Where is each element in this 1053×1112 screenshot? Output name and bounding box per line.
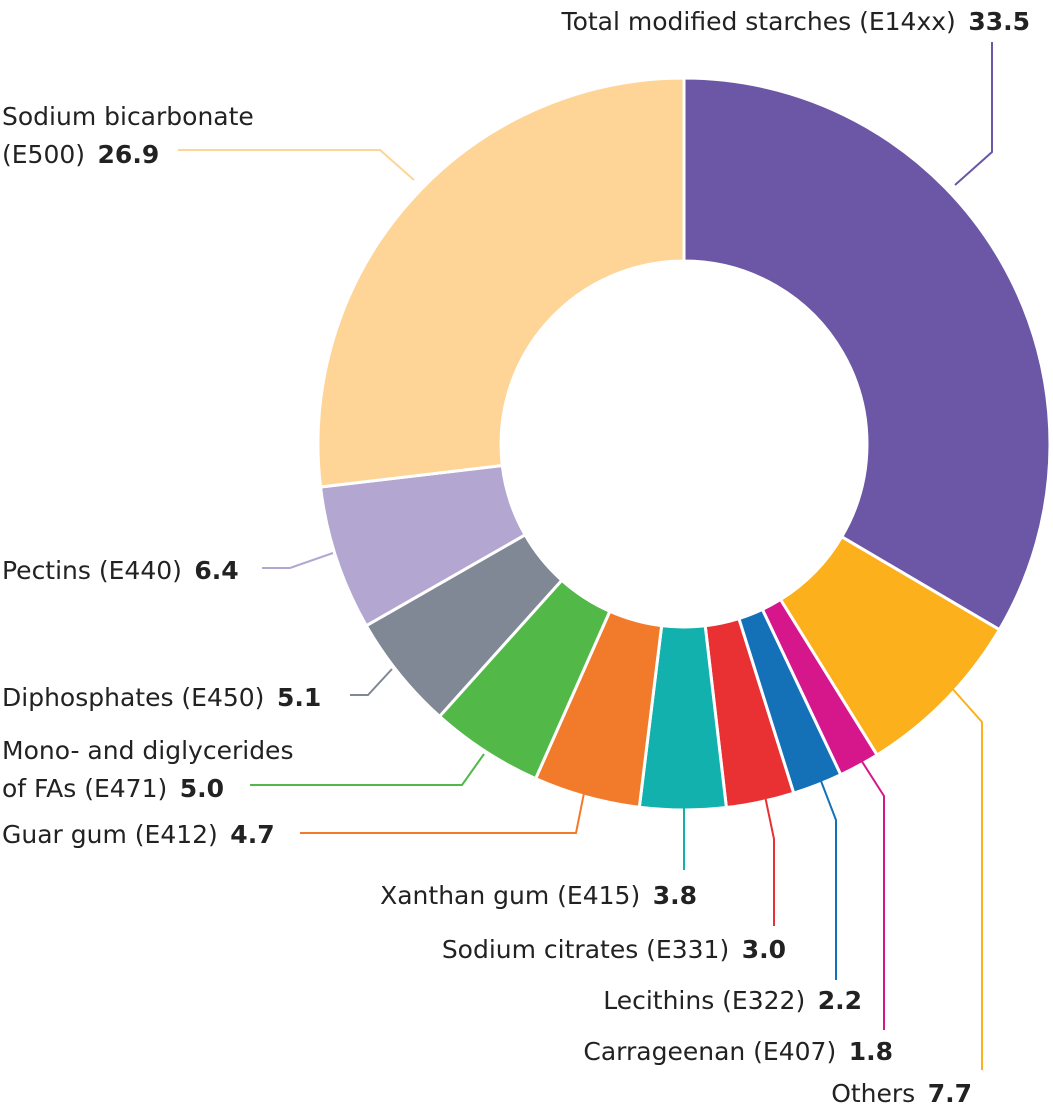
slice-label-mono-and-diglycerides-of-fas-e471-line-2: of FAs (E471) 5.0 [2,774,224,803]
leader-line-diphosphates-e450 [350,668,393,696]
leader-line-carrageenan-e407 [860,759,885,1030]
leader-line-others [949,685,983,1070]
slice-value: 3.0 [729,935,786,964]
leader-line-sodium-bicarbonate-e500 [178,149,415,181]
slice-name: Pectins (E440) [2,556,182,585]
leader-line-mono-and-diglycerides-of-fas-e471 [250,753,485,786]
slice-name: Carrageenan (E407) [583,1037,836,1066]
slice-label-mono-and-diglycerides-of-fas-e471-line-1: Mono- and diglycerides [2,736,293,765]
slice-name: Sodium bicarbonate [2,102,254,131]
slice-label-others: Others 7.7 [831,1079,972,1108]
leader-line-guar-gum-e412 [300,792,585,834]
labels: Total modified starches (E14xx) 33.5 Othe… [2,7,1030,1108]
leader-line-pectins-e440 [262,552,334,569]
slice-label-total-modified-starches-e14xx: Total modified starches (E14xx) 33.5 [561,7,1030,36]
slice-label-guar-gum-e412: Guar gum (E412) 4.7 [2,820,275,849]
leader-line-lecithins-e322 [820,780,837,980]
slice-name: Xanthan gum (E415) [380,881,640,910]
slice-total-modified-starches-e14xx [682,76,1052,632]
slice-name: (E500) [2,140,85,169]
slice-label-pectins-e440: Pectins (E440) 6.4 [2,556,239,585]
slice-value: 3.8 [640,881,697,910]
slice-name: Sodium citrates (E331) [442,935,729,964]
slice-label-lecithins-e322: Lecithins (E322) 2.2 [603,986,862,1015]
slice-name: Others [831,1079,915,1108]
slice-label-sodium-bicarbonate-e500-line-1: Sodium bicarbonate [2,102,254,131]
slices [316,76,1052,812]
slice-value: 26.9 [85,140,159,169]
leader-line-sodium-citrates-e331 [764,795,775,926]
slice-name: Diphosphates (E450) [2,683,264,712]
slice-value: 2.2 [805,986,862,1015]
slice-name: Guar gum (E412) [2,820,218,849]
slice-name: of FAs (E471) [2,774,167,803]
slice-name: Lecithins (E322) [603,986,805,1015]
slice-value: 5.1 [264,683,321,712]
slice-label-sodium-bicarbonate-e500-line-2: (E500) 26.9 [2,140,159,169]
slice-sodium-bicarbonate-e500 [316,76,686,489]
slice-label-carrageenan-e407: Carrageenan (E407) 1.8 [583,1037,893,1066]
slice-value: 33.5 [956,7,1030,36]
leader-line-total-modified-starches-e14xx [954,42,993,186]
slice-label-diphosphates-e450: Diphosphates (E450) 5.1 [2,683,321,712]
leader-lines [178,42,993,1070]
slice-value: 7.7 [915,1079,972,1108]
slice-value: 4.7 [218,820,275,849]
slice-value: 1.8 [836,1037,893,1066]
slice-value: 6.4 [182,556,239,585]
slice-name: Total modified starches (E14xx) [561,7,956,36]
slice-label-sodium-citrates-e331: Sodium citrates (E331) 3.0 [442,935,786,964]
slice-value: 5.0 [167,774,224,803]
slice-label-xanthan-gum-e415: Xanthan gum (E415) 3.8 [380,881,697,910]
slice-name: Mono- and diglycerides [2,736,293,765]
